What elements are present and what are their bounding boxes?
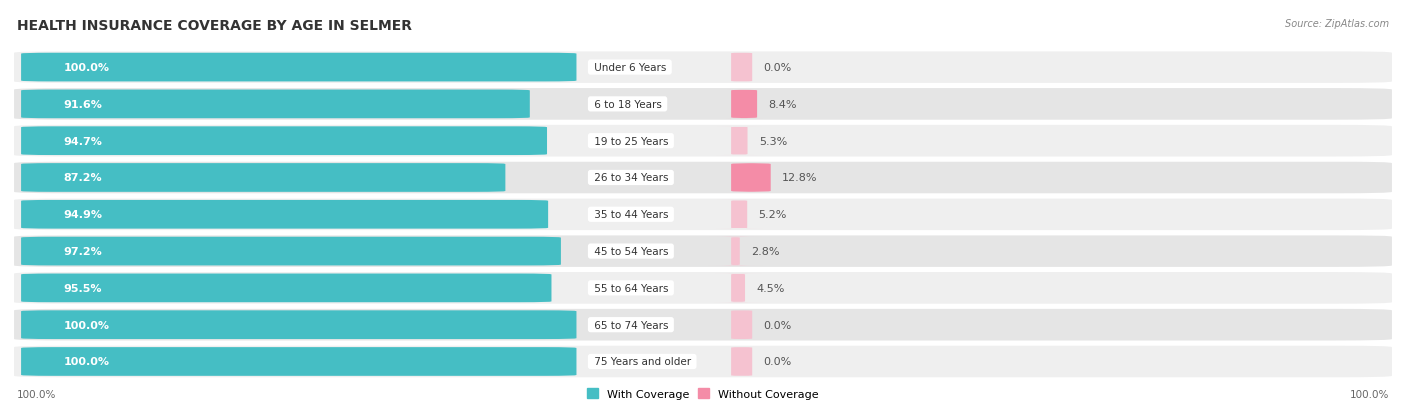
Text: 100.0%: 100.0% [63,356,110,367]
Text: 5.2%: 5.2% [758,210,787,220]
Text: 100.0%: 100.0% [1350,389,1389,399]
FancyBboxPatch shape [731,54,752,82]
Text: 0.0%: 0.0% [763,320,792,330]
FancyBboxPatch shape [21,200,548,229]
FancyBboxPatch shape [14,273,1392,304]
FancyBboxPatch shape [731,164,770,192]
Text: 0.0%: 0.0% [763,356,792,367]
FancyBboxPatch shape [14,236,1392,267]
Text: 4.5%: 4.5% [756,283,785,293]
FancyBboxPatch shape [731,347,752,376]
Text: 19 to 25 Years: 19 to 25 Years [591,136,671,146]
Text: 100.0%: 100.0% [63,63,110,73]
Text: 75 Years and older: 75 Years and older [591,356,695,367]
FancyBboxPatch shape [14,89,1392,121]
Text: 95.5%: 95.5% [63,283,101,293]
Text: 94.9%: 94.9% [63,210,103,220]
FancyBboxPatch shape [21,54,576,82]
Text: 100.0%: 100.0% [17,389,56,399]
FancyBboxPatch shape [21,311,576,339]
Text: 45 to 54 Years: 45 to 54 Years [591,247,671,256]
Text: 97.2%: 97.2% [63,247,103,256]
Text: 55 to 64 Years: 55 to 64 Years [591,283,671,293]
FancyBboxPatch shape [21,237,561,266]
FancyBboxPatch shape [21,347,576,376]
Text: 35 to 44 Years: 35 to 44 Years [591,210,671,220]
FancyBboxPatch shape [14,309,1392,341]
FancyBboxPatch shape [21,127,547,156]
Text: 100.0%: 100.0% [63,320,110,330]
Text: 65 to 74 Years: 65 to 74 Years [591,320,671,330]
FancyBboxPatch shape [714,274,762,302]
Text: 87.2%: 87.2% [63,173,101,183]
Text: 91.6%: 91.6% [63,100,103,109]
Text: 5.3%: 5.3% [759,136,787,146]
Text: 26 to 34 Years: 26 to 34 Years [591,173,671,183]
FancyBboxPatch shape [731,311,752,339]
FancyBboxPatch shape [717,127,762,156]
Text: Under 6 Years: Under 6 Years [591,63,669,73]
Text: 12.8%: 12.8% [782,173,817,183]
FancyBboxPatch shape [14,162,1392,194]
Text: 0.0%: 0.0% [763,63,792,73]
FancyBboxPatch shape [14,346,1392,377]
FancyBboxPatch shape [14,126,1392,157]
Text: 6 to 18 Years: 6 to 18 Years [591,100,665,109]
FancyBboxPatch shape [725,90,762,119]
FancyBboxPatch shape [14,199,1392,230]
FancyBboxPatch shape [716,200,762,229]
Text: HEALTH INSURANCE COVERAGE BY AGE IN SELMER: HEALTH INSURANCE COVERAGE BY AGE IN SELM… [17,19,412,33]
Legend: With Coverage, Without Coverage: With Coverage, Without Coverage [582,384,824,404]
Text: Source: ZipAtlas.com: Source: ZipAtlas.com [1285,19,1389,28]
FancyBboxPatch shape [21,164,505,192]
FancyBboxPatch shape [21,274,551,302]
FancyBboxPatch shape [709,237,762,266]
Text: 2.8%: 2.8% [751,247,779,256]
Text: 94.7%: 94.7% [63,136,103,146]
FancyBboxPatch shape [21,90,530,119]
Text: 8.4%: 8.4% [768,100,797,109]
FancyBboxPatch shape [14,52,1392,84]
